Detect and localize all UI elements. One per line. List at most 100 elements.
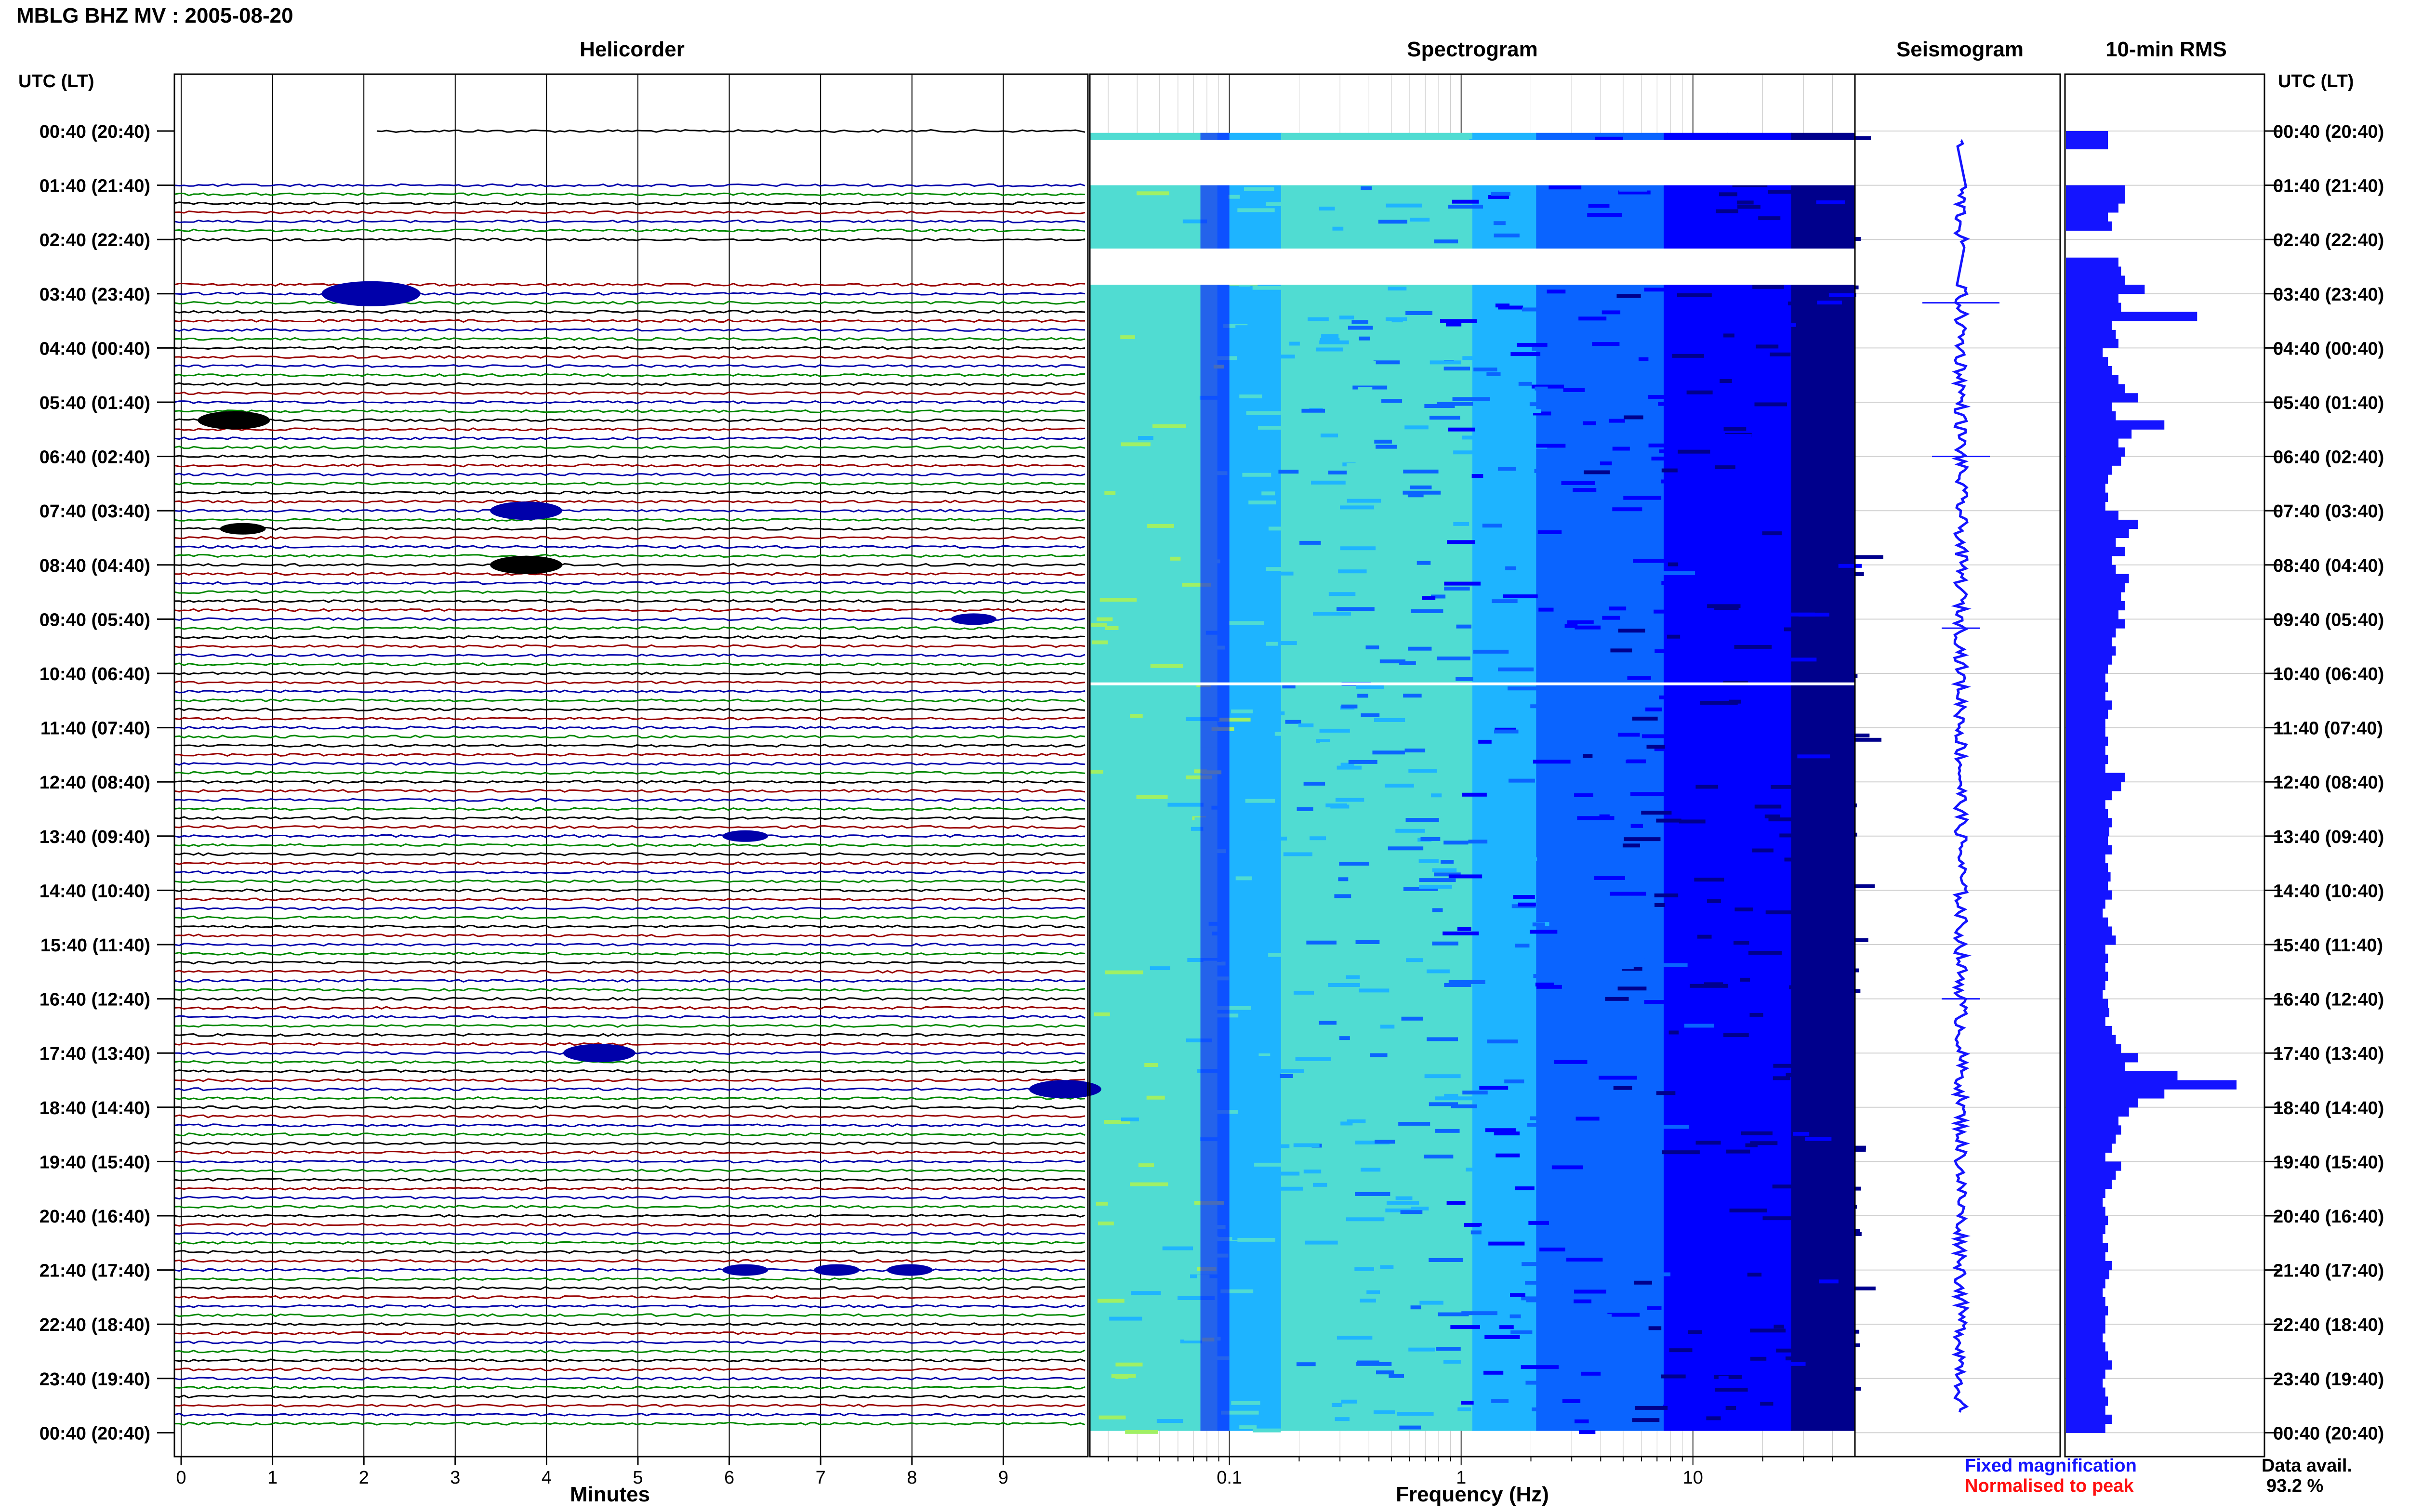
spectrogram-cell [1327,536,1353,540]
spectrogram-cell [1686,1098,1721,1102]
spectrogram-cell [1820,708,1834,712]
rms-frame [2064,73,2265,1458]
spectrogram-cell [1508,686,1545,691]
spectrogram-cell [1259,529,1276,534]
spectrogram-cell [1138,1163,1154,1168]
spectrogram-cell [1235,325,1249,329]
time-label-right: 07:40 (03:40) [2273,501,2384,522]
helicorder-xtick-label: 4 [542,1468,552,1488]
spectrogram-cell [1750,1356,1767,1361]
helicorder-trace [174,318,1085,323]
spectrogram-cell [1781,657,1817,662]
helicorder-trace [174,798,1085,802]
spectrogram-cell [1254,1162,1286,1167]
helicorder-trace [174,1304,1085,1308]
spectrogram-cell [1339,361,1376,365]
rms-bar [2066,1179,2112,1189]
time-label-right: 19:40 (15:40) [2273,1152,2384,1172]
spectrogram-cell [1167,802,1204,807]
spectrogram-cell [1217,1006,1251,1010]
spectrogram-cell [1314,1315,1335,1320]
spectrogram-cell [1295,565,1317,569]
spectrogram-cell [1149,214,1178,218]
spectrogram-cell [1563,388,1585,393]
spectrogram-cell [1697,934,1712,939]
spectrogram-cell [1525,1381,1538,1385]
time-label-left: 22:40 (18:40) [40,1315,150,1335]
spectrogram-cell [1289,760,1328,764]
helicorder-trace [174,752,1085,757]
rms-bar [2066,1071,2178,1080]
spectrogram-cell [1752,848,1774,853]
spectrogram-cell [1715,465,1735,470]
spectrogram-cell [1579,848,1596,852]
time-label-left: 07:40 (03:40) [40,501,150,522]
spectrogram-cell [1715,1388,1748,1392]
helicorder-trace [174,744,1085,748]
spectrogram-cell [1599,814,1610,818]
rms-bar [2066,131,2108,141]
spectrogram-cell [1630,824,1643,828]
spectrogram-cell [1220,1289,1254,1293]
spectrogram-cell [1258,1053,1271,1057]
helicorder-trace [174,933,1085,938]
spectrogram-cell [1105,970,1143,974]
spectrogram-cell [1496,1153,1520,1157]
rms-panel [2066,131,2237,1433]
helicorder-trace [174,1087,1085,1091]
helicorder-trace [174,382,1085,386]
helicorder-trace [174,716,1085,721]
spectrogram-cell [1846,803,1857,808]
spectrogram-band [1727,132,1792,1431]
spectrogram-cell [1583,754,1593,758]
spectrogram-cell [1147,524,1174,528]
spectrogram-cell [1110,1229,1121,1233]
spectrogram-cell [1609,606,1627,611]
time-label-left: 06:40 (02:40) [40,447,150,468]
spectrogram-cell [1257,836,1287,841]
spectrogram-cell [1163,953,1180,958]
time-label-left: 00:40 (20:40) [40,1423,150,1444]
spectrogram-cell [1574,793,1593,797]
spectrogram-cell [1334,894,1351,898]
spectrogram-cell [1272,1186,1303,1191]
spectrogram-cell [1404,425,1429,430]
spectrogram-cell [1302,1403,1323,1407]
spectrogram-cell [1493,221,1506,225]
spectrogram-cell [1124,1330,1135,1335]
helicorder-trace [174,608,1085,612]
spectrogram-cell [1772,1184,1800,1189]
rms-bar [2066,375,2118,384]
helicorder-event [198,411,270,430]
spectrogram-cell [1337,765,1362,770]
spectrogram-cell [1360,1299,1376,1303]
spectrogram-cell [1669,1348,1693,1353]
spectrogram-cell [1809,192,1837,197]
helicorder-trace [174,201,1085,206]
spectrogram-cell [1366,1290,1380,1294]
spectrogram-cell [1233,663,1256,667]
spectrogram-cell [1401,1016,1423,1021]
spectrogram-cell [1661,1374,1686,1379]
spectrogram-cell [1497,467,1516,471]
helicorder-trace [174,517,1085,522]
spectrogram-cell [1218,717,1251,722]
spectrogram-cell [1405,311,1433,315]
spectrogram-cell [1561,211,1583,215]
rms-bar [2066,1315,2105,1325]
helicorder-trace [174,1186,1085,1191]
helicorder-trace [174,509,1085,513]
spectrogram-cell [1827,665,1852,669]
time-label-right: 01:40 (21:40) [2273,176,2384,197]
rms-bar [2066,773,2125,782]
rms-bar [2066,465,2112,475]
spectrogram-cell [1838,564,1862,568]
spectrogram-cell [1789,985,1809,989]
spectrogram-cell [1303,781,1325,786]
spectrogram-cell [1707,503,1744,508]
time-label-left: 19:40 (15:40) [40,1152,150,1172]
helicorder-event [722,1264,768,1276]
rms-bar [2066,348,2103,357]
spectrogram-cell [1536,1170,1571,1174]
helicorder-trace [174,364,1085,368]
